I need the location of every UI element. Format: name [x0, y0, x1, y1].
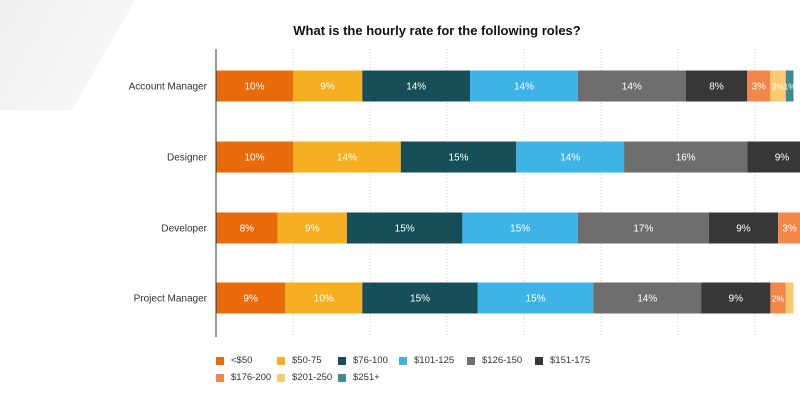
bar-segment [216, 141, 293, 173]
bar-value-label: 2% [772, 294, 785, 304]
legend-item-50-75: $50-75 [277, 355, 338, 366]
bar-value-label: 15% [449, 153, 469, 164]
legend: <$50 $50-75 $76-100 $101-125 $126-150 $1… [216, 352, 696, 386]
bar-segment [785, 282, 794, 314]
bar-segment [770, 282, 786, 314]
bar-value-label: 9% [729, 294, 744, 305]
bar-segment [346, 212, 463, 244]
bar-value-label: 8% [709, 82, 724, 93]
legend-swatch [216, 373, 224, 382]
bar-value-label: 10% [244, 82, 264, 93]
category-labels: Account Manager Designer Developer Project … [129, 82, 208, 305]
legend-item-176-200: $176-200 [216, 372, 277, 383]
legend-label: $176-200 [231, 372, 272, 383]
legend-item-126-150: $126-150 [467, 355, 535, 366]
corner-decoration [0, 0, 180, 110]
bar-segment [477, 282, 594, 314]
bar-segment [747, 141, 800, 173]
legend-swatch [277, 356, 285, 365]
bar-value-label: 9% [243, 294, 258, 305]
bar-segment [216, 282, 286, 314]
legend-item-251-plus: $251+ [338, 372, 399, 383]
legend-swatch [338, 373, 346, 382]
bars: 10%9%14%14%14%8%3%2%1%10%14%15%14%16%9%3… [216, 70, 800, 314]
legend-swatch [399, 356, 407, 365]
bar-value-label: 9% [775, 153, 790, 164]
bar-value-label: 15% [510, 224, 530, 235]
legend-swatch [216, 356, 224, 365]
bar-value-label: 2% [772, 82, 785, 92]
legend-swatch [467, 356, 475, 365]
bar-value-label: 9% [305, 224, 320, 235]
legend-item-under-50: <$50 [216, 355, 277, 366]
category-label: Account Manager [129, 82, 208, 93]
legend-label: $251+ [353, 372, 380, 383]
bar-value-label: 9% [320, 82, 335, 93]
bar-value-label: 3% [782, 224, 797, 235]
bar-segment [293, 141, 401, 173]
bar-segment [593, 282, 702, 314]
legend-label: $126-150 [482, 355, 523, 366]
bar-segment [701, 282, 771, 314]
legend-item-101-125: $101-125 [399, 355, 467, 366]
legend-swatch [277, 373, 285, 382]
legend-label: $201-250 [292, 372, 333, 383]
bar-value-label: 14% [622, 82, 642, 93]
bar-segment [577, 70, 686, 102]
bar-segment [747, 70, 771, 102]
bar-segment [216, 70, 293, 102]
legend-label: $101-125 [414, 355, 455, 366]
bar-segment [770, 70, 786, 102]
bar-segment [362, 282, 478, 314]
bar-value-label: 14% [637, 294, 657, 305]
legend-row-1: <$50 $50-75 $76-100 $101-125 $126-150 $1… [216, 352, 696, 369]
bar-value-label: 10% [314, 294, 334, 305]
legend-label: $50-75 [292, 355, 322, 366]
bar-segment [216, 212, 278, 244]
bar-value-label: 16% [676, 153, 696, 164]
bar-value-label: 14% [337, 153, 357, 164]
bar-segment [577, 212, 709, 244]
bar-value-label: 15% [526, 294, 546, 305]
bar-segment [708, 212, 779, 244]
bar-value-label: 15% [395, 224, 415, 235]
bar-segment [785, 70, 794, 102]
category-label: Developer [161, 224, 207, 235]
bar-value-label: 14% [514, 82, 534, 93]
category-label: Designer [167, 153, 208, 164]
legend-item-151-175: $151-175 [535, 355, 603, 366]
bar-value-label: 14% [560, 153, 580, 164]
bar-segment [685, 70, 748, 102]
legend-item-201-250: $201-250 [277, 372, 338, 383]
bar-value-label: 15% [410, 294, 430, 305]
legend-item-76-100: $76-100 [338, 355, 399, 366]
legend-row-2: $176-200 $201-250 $251+ [216, 369, 696, 386]
legend-label: <$50 [231, 355, 253, 366]
bar-value-label: 8% [240, 224, 255, 235]
bar-value-label: 17% [633, 224, 653, 235]
bar-segment [462, 212, 578, 244]
bar-segment [293, 70, 363, 102]
category-label: Project Manager [134, 294, 208, 305]
bar-segment [778, 212, 800, 244]
bar-segment [277, 212, 347, 244]
bar-value-label: 10% [244, 153, 264, 164]
bar-segment [400, 141, 517, 173]
bar-value-label: 3% [752, 82, 767, 93]
legend-swatch [535, 356, 543, 365]
bar-value-label: 9% [736, 224, 751, 235]
chart-title: What is the hourly rate for the followin… [293, 23, 581, 38]
bar-segment [470, 70, 578, 102]
bar-value-label: 14% [406, 82, 426, 93]
legend-label: $151-175 [550, 355, 591, 366]
bar-segment [516, 141, 625, 173]
legend-swatch [338, 356, 346, 365]
bar-value-label: 1% [784, 82, 797, 92]
bar-segment [624, 141, 748, 173]
bar-segment [362, 70, 471, 102]
legend-label: $76-100 [353, 355, 388, 366]
bar-segment [285, 282, 363, 314]
